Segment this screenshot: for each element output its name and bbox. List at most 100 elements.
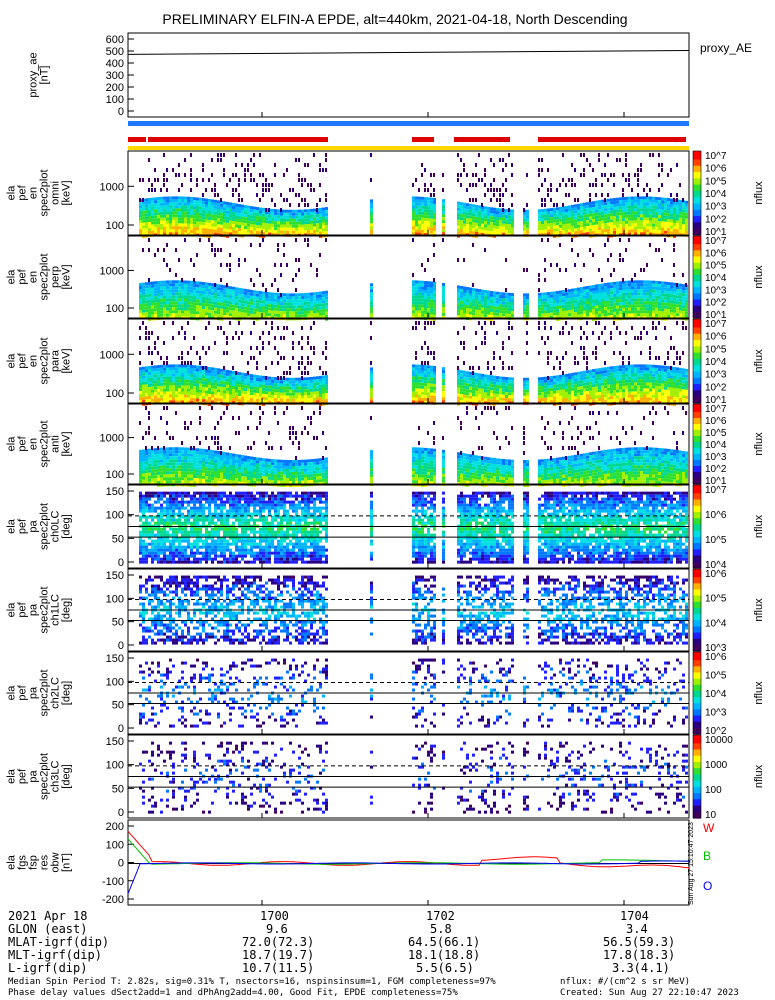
colorbar-tick: 10^2 <box>705 382 727 393</box>
ytick-proxy_ae: 500 <box>106 46 124 58</box>
colorbar-tick: 10^7 <box>705 151 727 162</box>
colorbar-tick: 10^4 <box>705 440 727 451</box>
colorbar-tick: 10^5 <box>705 261 727 272</box>
ytick-fgs: 0 <box>118 858 124 870</box>
panel-frames: proxy_ae[nT]6005004003002001000elapefens… <box>6 32 765 906</box>
footer-line-2: Phase delay values dSect2add=1 and dPhAn… <box>8 988 458 998</box>
colorbar-tick: 10^6 <box>705 652 727 663</box>
status-bar-red <box>412 137 434 142</box>
ytick-proxy_ae: 400 <box>106 58 124 70</box>
colorbar-tick: 10^2 <box>705 214 727 225</box>
colorbar-tick: 10^7 <box>705 404 727 415</box>
mlt-value-3: 17.8(18.3) <box>603 948 676 962</box>
plot-title: PRELIMINARY ELFIN-A EPDE, alt=440km, 202… <box>162 11 627 27</box>
colorbar-tick: 10^7 <box>705 319 727 330</box>
ytick-pa_ch2: 100 <box>106 676 124 688</box>
l-label: L-igrf(dip) <box>8 961 88 975</box>
status-bars <box>128 121 689 150</box>
ytick-pa_ch3: 0 <box>118 807 124 819</box>
colorbar-label: nflux <box>753 764 765 788</box>
glon-value-1: 9.6 <box>266 922 288 936</box>
colorbar-tick: 10^4 <box>705 689 727 700</box>
ytick-proxy_ae: 300 <box>106 70 124 82</box>
colorbar-tick: 10^5 <box>705 594 727 605</box>
colorbar-tick: 10^5 <box>705 344 727 355</box>
ytick-pa_ch2: 50 <box>112 700 124 712</box>
ytick-proxy_ae: 0 <box>118 106 124 118</box>
colorbar-pa_ch3 <box>692 734 702 819</box>
ylabel-pa_ch1: elapefpaspec2plotch1LC[deg] <box>6 586 73 633</box>
colorbar-label: nflux <box>753 598 765 622</box>
time-label-1700: 1700 <box>260 909 289 923</box>
colorbar-tick: 10^4 <box>705 273 727 284</box>
colorbar-pa_ch1 <box>692 568 702 652</box>
ytick-en_perp: 1000 <box>100 265 124 277</box>
ytick-pa_ch1: 50 <box>112 617 124 629</box>
footer-created: Created: Sun Aug 27 22:10:47 2023 <box>560 988 739 998</box>
colorbar-label: nflux <box>753 181 765 205</box>
mlat-value-1: 72.0(72.3) <box>242 935 315 949</box>
colorbar-tick: 10^5 <box>705 671 727 682</box>
footer-line-1: Median Spin Period T: 2.82s, sig=0.31% T… <box>8 977 496 987</box>
ytick-pa_ch3: 50 <box>112 783 124 795</box>
ytick-fgs: -200 <box>102 894 124 906</box>
status-bar-yellow <box>128 146 689 150</box>
colorbar-tick: 10^3 <box>705 643 727 654</box>
colorbar-tick: 10^1 <box>705 395 727 406</box>
ytick-proxy_ae: 600 <box>106 34 124 46</box>
ytick-proxy_ae: 200 <box>106 82 124 94</box>
ytick-fgs: 100 <box>106 839 124 851</box>
spectrogram-layer <box>139 153 688 814</box>
ytick-en_all: 1000 <box>100 181 124 193</box>
orbit-row-mlat: MLAT-igrf(dip) 72.0(72.3) 64.5(66.1) 56.… <box>8 935 768 949</box>
colorbar-tick: 10^1 <box>705 227 727 238</box>
ylabel-en_all: elapefenspec2plotomni[keV] <box>6 169 73 216</box>
ytick-pa_ch3: 100 <box>106 760 124 772</box>
side-timestamp: Sun Aug 27 15:10:47 2023 <box>688 822 695 905</box>
mlt-value-2: 18.1(18.8) <box>408 948 481 962</box>
colorbar-tick: 10^4 <box>705 618 727 629</box>
colorbar-tick: 10^4 <box>705 560 727 571</box>
colorbar-tick: 10^4 <box>705 189 727 200</box>
glon-value-3: 3.4 <box>626 922 648 936</box>
l-value-1: 10.7(11.5) <box>242 961 315 975</box>
colorbar-tick: 10^6 <box>705 332 727 343</box>
ytick-en_para: 1000 <box>100 349 124 361</box>
ylabel-pa_ch3: elapefpaspec2plotch3LC[deg] <box>6 753 73 800</box>
colorbar-en_all <box>692 150 702 236</box>
colorbar-tick: 10^6 <box>705 510 727 521</box>
colorbar-label: nflux <box>753 681 765 705</box>
ytick-pa_ch1: 150 <box>106 570 124 582</box>
orbit-row-mlt: MLT-igrf(dip) 18.7(19.7) 18.1(18.8) 17.8… <box>8 948 768 962</box>
fgs-legend-W: W <box>703 821 715 835</box>
mlat-label: MLAT-igrf(dip) <box>8 935 110 949</box>
date-label: 2021 Apr 18 <box>8 909 88 923</box>
fgs-legend-B: B <box>703 849 711 863</box>
colorbar-tick: 10^3 <box>705 285 727 296</box>
ytick-pa_ch0: 0 <box>118 557 124 569</box>
colorbar-tick: 100 <box>705 785 722 796</box>
colorbar-tick: 10^2 <box>705 464 727 475</box>
fgs-trace-o <box>127 860 690 894</box>
glon-value-2: 5.8 <box>430 922 452 936</box>
colorbar-tick: 10^4 <box>705 357 727 368</box>
ylabel-en_perp: elapefenspec2plotperp[keV] <box>6 253 73 300</box>
panel-frame-en_para <box>127 318 690 404</box>
orbit-row-l: L-igrf(dip) 10.7(11.5) 5.5(6.5) 3.3(4.1) <box>8 961 768 975</box>
proxy-ae-legend: proxy_AE <box>700 41 752 55</box>
colorbar-tick: 10^6 <box>705 248 727 259</box>
orbit-row-glon: GLON (east) 9.6 5.8 3.4 <box>8 922 768 936</box>
colorbar-tick: 10000 <box>705 735 733 746</box>
colorbar-tick: 10^1 <box>705 310 727 321</box>
ytick-pa_ch2: 0 <box>118 723 124 735</box>
colorbar-tick: 1000 <box>705 760 728 771</box>
ytick-en_all: 100 <box>106 220 124 232</box>
footer-nflux-units: nflux: #/(cm^2 s sr MeV) <box>560 977 691 987</box>
ylabel-fgs: elafgsfspresobw[nT] <box>6 852 73 872</box>
panel-frame-en_anti <box>127 403 690 485</box>
colorbar-label: nflux <box>753 265 765 289</box>
l-value-2: 5.5(6.5) <box>416 961 474 975</box>
colorbar-tick: 10^3 <box>705 708 727 719</box>
mlt-label: MLT-igrf(dip) <box>8 948 102 962</box>
